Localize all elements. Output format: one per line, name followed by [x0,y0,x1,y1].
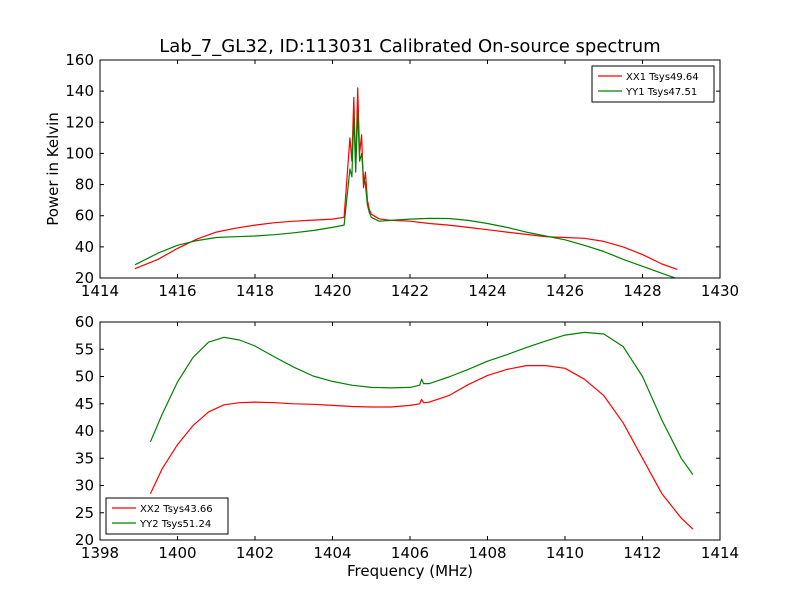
top-y-tick-label: 20 [75,269,94,287]
bottom-x-tick-label: 1400 [158,544,196,562]
chart-title: Lab_7_GL32, ID:113031 Calibrated On-sour… [159,36,660,57]
top-series-line-2 [134,109,677,278]
y-axis-label: Power in Kelvin [44,112,62,226]
bottom-y-tick-label: 30 [75,477,94,495]
top-x-tick-label: 1430 [701,282,739,300]
x-axis-label: Frequency (MHz) [347,562,473,580]
bottom-y-tick-label: 55 [75,340,94,358]
bottom-legend-box [105,497,229,535]
top-y-tick-label: 60 [75,207,94,225]
top-y-tick-label: 100 [65,144,94,162]
top-x-tick-label: 1426 [546,282,584,300]
bottom-legend-label: YY2 Tsys51.24 [139,519,211,530]
bottom-y-tick-label: 20 [75,531,94,549]
bottom-series-line-1 [149,365,694,530]
top-legend-label: YY1 Tsys47.51 [625,87,697,98]
bottom-y-tick-label: 40 [75,422,94,440]
top-legend-label: XX1 Tsys49.64 [626,72,699,83]
bottom-x-tick-label: 1408 [468,544,506,562]
top-y-tick-label: 40 [75,238,94,256]
top-y-tick-label: 80 [75,176,94,194]
bottom-x-tick-label: 1412 [623,544,661,562]
bottom-x-tick-label: 1410 [546,544,584,562]
bottom-x-tick-label: 1414 [701,544,739,562]
top-panel: 1414 1416 1418 1420 1422 1424 1426 1428 1430 20 40… [65,51,739,300]
bottom-y-tick-label: 60 [75,313,94,331]
top-x-tick-label: 1418 [236,282,274,300]
top-x-tick-label: 1414 [81,282,119,300]
bottom-legend: XX2 Tsys43.66 YY2 Tsys51.24 [105,497,229,535]
top-x-tick-label: 1422 [391,282,429,300]
bottom-series-line-2 [149,331,694,475]
top-x-tick-label: 1428 [623,282,661,300]
bottom-y-tick-label: 25 [75,504,94,522]
bottom-y-tick-label: 45 [75,395,94,413]
bottom-panel: 1398 1400 1402 1404 1406 1408 1410 1412 1414 20 25… [75,313,739,562]
top-x-tick-label: 1420 [313,282,351,300]
top-x-tick-label: 1424 [468,282,506,300]
top-legend-box [591,65,715,103]
bottom-legend-label: XX2 Tsys43.66 [140,504,213,515]
bottom-x-tick-label: 1402 [236,544,274,562]
bottom-y-tick-label: 35 [75,449,94,467]
top-y-tick-label: 120 [65,113,94,131]
bottom-y-tick-label: 50 [75,368,94,386]
top-y-tick-label: 160 [65,51,94,69]
bottom-x-tick-label: 1398 [81,544,119,562]
top-x-tick-label: 1416 [158,282,196,300]
top-y-tick-label: 140 [65,82,94,100]
top-legend: XX1 Tsys49.64 YY1 Tsys47.51 [591,65,715,103]
bottom-x-tick-label: 1406 [391,544,429,562]
bottom-x-tick-label: 1404 [313,544,351,562]
